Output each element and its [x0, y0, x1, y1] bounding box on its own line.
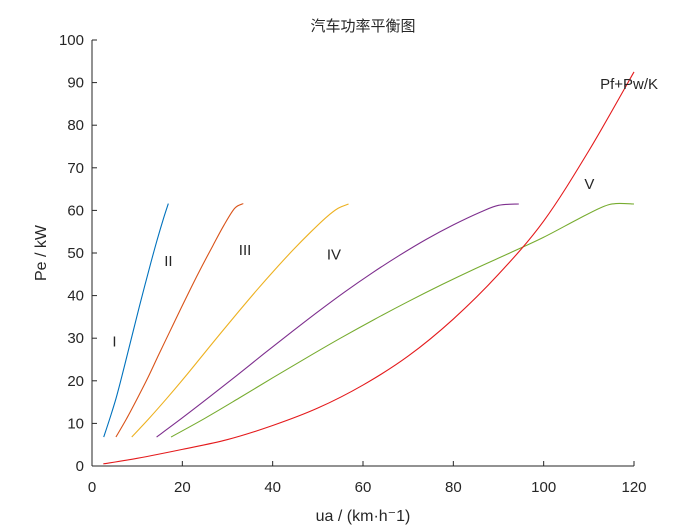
series-annotation: V: [584, 176, 594, 193]
chart-title: 汽车功率平衡图: [310, 17, 415, 35]
series-line-6: [103, 71, 635, 465]
y-axis-label: Pe / kW: [33, 224, 50, 281]
series-annotation: IV: [327, 246, 341, 263]
x-tick-label: 0: [88, 479, 96, 496]
series-line-1: [103, 203, 169, 438]
series-line-4: [156, 203, 519, 438]
x-axis-label: ua / (km·h⁻1): [316, 508, 411, 525]
series-annotation: III: [239, 242, 252, 259]
x-tick-label: 20: [174, 479, 191, 496]
y-tick-label: 20: [67, 373, 84, 390]
series-line-5: [170, 202, 635, 438]
series-line-3: [131, 203, 349, 438]
plot-box: [91, 40, 634, 467]
y-tick-label: 10: [67, 415, 84, 432]
y-tick-label: 0: [76, 458, 84, 475]
x-tick-label: 60: [355, 479, 372, 496]
y-tick-label: 100: [59, 32, 84, 49]
y-tick-label: 40: [67, 288, 84, 305]
y-tick-label: 50: [67, 245, 84, 262]
series-annotation: II: [164, 253, 172, 270]
x-tick-label: 40: [264, 479, 281, 496]
y-axis: 0 10 20 30 40 50 60 70 80 90 100: [59, 32, 97, 475]
series-line-2: [115, 203, 244, 438]
y-tick-label: 90: [67, 75, 84, 92]
series-annotation: Pf+Pw/K: [600, 76, 658, 93]
y-tick-label: 60: [67, 202, 84, 219]
x-axis: 0 20 40 60 80 100 120: [88, 461, 647, 496]
y-tick-label: 80: [67, 117, 84, 134]
x-tick-label: 100: [531, 479, 556, 496]
series-annotation: I: [112, 334, 116, 351]
y-tick-label: 70: [67, 160, 84, 177]
x-tick-label: 120: [621, 479, 646, 496]
y-tick-label: 30: [67, 330, 84, 347]
series-layer: [103, 71, 635, 465]
x-tick-label: 80: [445, 479, 462, 496]
